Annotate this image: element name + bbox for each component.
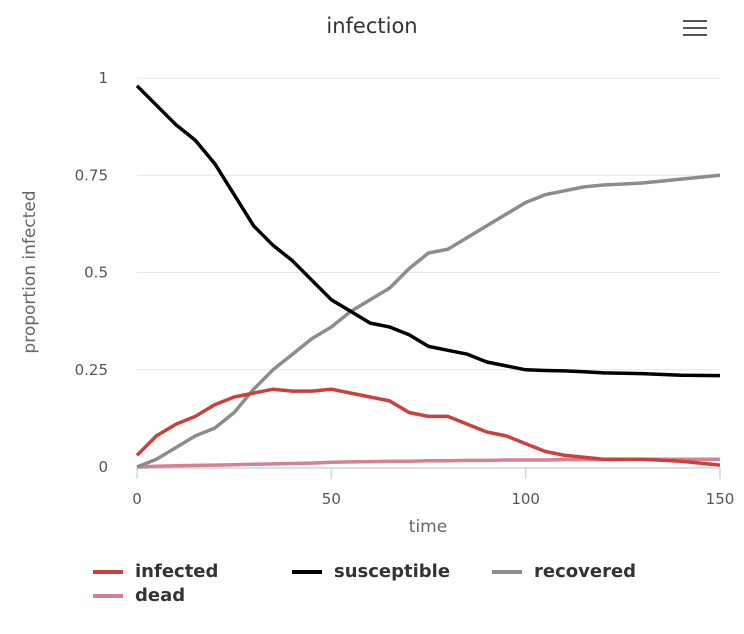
x-tick-label: 100 xyxy=(511,490,540,508)
legend-swatch xyxy=(93,593,123,598)
legend-item-susceptible[interactable]: susceptible xyxy=(292,561,450,582)
legend-item-infected[interactable]: infected xyxy=(93,561,218,582)
legend-label: susceptible xyxy=(334,561,451,582)
y-tick-label: 0.75 xyxy=(75,166,108,184)
legend-label: dead xyxy=(135,585,186,606)
legend-item-dead[interactable]: dead xyxy=(93,585,185,606)
x-tick-label: 0 xyxy=(132,490,142,508)
series-line-infected[interactable] xyxy=(135,387,721,467)
legend-swatch xyxy=(292,569,322,574)
y-axis-label: proportion infected xyxy=(20,190,40,353)
legend-swatch xyxy=(492,569,522,574)
y-tick-label: 0.5 xyxy=(84,264,108,282)
y-tick-label: 1 xyxy=(98,69,108,87)
x-tick-label: 150 xyxy=(706,490,735,508)
y-tick-label: 0 xyxy=(98,458,108,476)
legend-swatch xyxy=(93,569,123,574)
series-line-dead[interactable] xyxy=(136,457,720,469)
series-line-susceptible[interactable] xyxy=(135,84,721,378)
chart-title: infection xyxy=(326,14,418,38)
hamburger-menu-icon[interactable] xyxy=(683,20,707,38)
legend-label: infected xyxy=(135,561,219,582)
y-tick-label: 0.25 xyxy=(75,361,108,379)
series-line-recovered[interactable] xyxy=(136,173,721,469)
x-tick-label: 50 xyxy=(322,490,341,508)
x-axis-label: time xyxy=(409,517,447,537)
legend-item-recovered[interactable]: recovered xyxy=(492,561,636,582)
legend-label: recovered xyxy=(534,561,637,582)
